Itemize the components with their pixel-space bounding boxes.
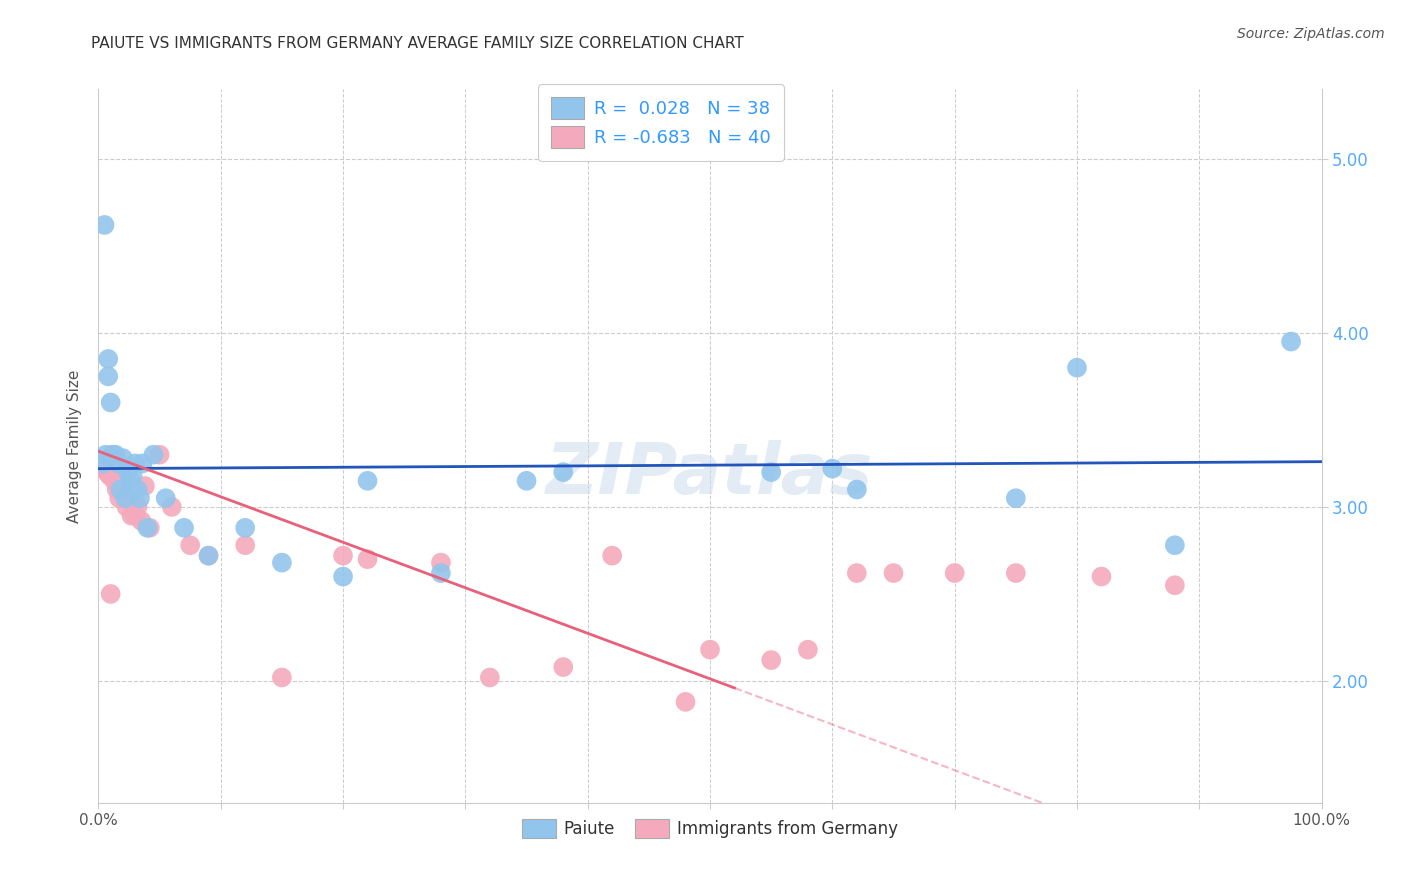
- Point: [108, 491, 131, 506]
- Legend: Paiute, Immigrants from Germany: Paiute, Immigrants from Germany: [512, 809, 908, 848]
- Point: [98, 468, 121, 483]
- Point: [91, 461, 114, 475]
- Point: [120, 474, 142, 488]
- Point: [97, 351, 120, 366]
- Point: [1004, 566, 1026, 580]
- Point: [197, 549, 219, 563]
- Point: [270, 671, 294, 685]
- Point: [124, 508, 146, 523]
- Point: [943, 566, 966, 580]
- Point: [129, 491, 152, 506]
- Point: [118, 491, 141, 506]
- Point: [179, 538, 201, 552]
- Point: [105, 483, 128, 497]
- Point: [1090, 569, 1112, 583]
- Point: [101, 448, 124, 462]
- Point: [142, 448, 165, 462]
- Point: [104, 448, 127, 462]
- Point: [553, 660, 575, 674]
- Point: [115, 500, 138, 514]
- Point: [121, 468, 143, 483]
- Point: [149, 448, 172, 462]
- Point: [332, 549, 354, 563]
- Point: [136, 521, 159, 535]
- Point: [1066, 360, 1088, 375]
- Point: [600, 549, 623, 563]
- Y-axis label: Average Family Size: Average Family Size: [67, 369, 83, 523]
- Point: [114, 491, 136, 506]
- Point: [127, 500, 149, 514]
- Point: [699, 642, 721, 657]
- Point: [110, 483, 132, 497]
- Point: [97, 369, 120, 384]
- Point: [270, 556, 294, 570]
- Text: PAIUTE VS IMMIGRANTS FROM GERMANY AVERAGE FAMILY SIZE CORRELATION CHART: PAIUTE VS IMMIGRANTS FROM GERMANY AVERAG…: [91, 36, 744, 51]
- Point: [1164, 538, 1187, 552]
- Point: [197, 549, 219, 563]
- Point: [100, 395, 122, 409]
- Point: [883, 566, 905, 580]
- Point: [127, 483, 149, 497]
- Point: [101, 448, 124, 462]
- Point: [356, 474, 378, 488]
- Point: [1279, 334, 1302, 349]
- Point: [1164, 578, 1187, 592]
- Point: [173, 521, 195, 535]
- Point: [430, 566, 453, 580]
- Point: [233, 538, 256, 552]
- Point: [111, 451, 134, 466]
- Point: [845, 566, 868, 580]
- Point: [103, 474, 125, 488]
- Point: [332, 569, 354, 583]
- Point: [124, 457, 146, 471]
- Point: [107, 457, 129, 471]
- Point: [93, 218, 115, 232]
- Point: [155, 491, 177, 506]
- Point: [761, 465, 783, 479]
- Text: Source: ZipAtlas.com: Source: ZipAtlas.com: [1237, 27, 1385, 41]
- Point: [430, 556, 453, 570]
- Text: ZIPatlas: ZIPatlas: [547, 440, 873, 509]
- Point: [100, 587, 122, 601]
- Point: [675, 695, 697, 709]
- Point: [131, 457, 153, 471]
- Point: [139, 521, 162, 535]
- Point: [478, 671, 501, 685]
- Point: [111, 468, 134, 483]
- Point: [96, 465, 118, 479]
- Point: [845, 483, 868, 497]
- Point: [112, 479, 135, 493]
- Point: [515, 474, 537, 488]
- Point: [134, 479, 156, 493]
- Point: [160, 500, 183, 514]
- Point: [117, 465, 139, 479]
- Point: [797, 642, 820, 657]
- Point: [91, 457, 114, 471]
- Point: [120, 508, 142, 523]
- Point: [1004, 491, 1026, 506]
- Point: [94, 448, 117, 462]
- Point: [233, 521, 256, 535]
- Point: [553, 465, 575, 479]
- Point: [356, 552, 378, 566]
- Point: [761, 653, 783, 667]
- Point: [129, 514, 152, 528]
- Point: [821, 461, 844, 475]
